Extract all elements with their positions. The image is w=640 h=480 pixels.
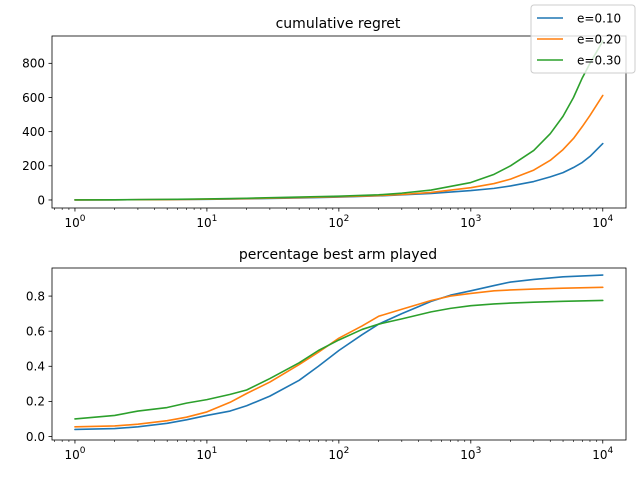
regret-x-tick-label: 103	[460, 214, 481, 230]
best-arm-y-tick-label: 0.6	[26, 324, 45, 338]
legend: e=0.10 e=0.20 e=0.30	[530, 4, 636, 74]
best-arm-subplot: percentage best arm played 0.00.20.40.60…	[26, 247, 627, 462]
best-arm-y-tick-label: 0.8	[26, 289, 45, 303]
legend-box	[530, 4, 636, 74]
best-arm-x-ticks: 100 101 102 103 104	[54, 440, 614, 462]
best-arm-x-tick-label: 101	[196, 446, 217, 462]
regret-y-tick-label: 0	[37, 193, 45, 207]
regret-y-tick-label: 800	[22, 57, 45, 71]
regret-x-tick-label: 104	[592, 214, 613, 230]
best-arm-series-line-2	[74, 286, 604, 428]
best-arm-y-tick-label: 0.4	[26, 360, 45, 374]
regret-lines	[74, 40, 604, 201]
best-arm-y-tick-label: 0.2	[26, 395, 45, 409]
best-arm-series-line-1	[74, 274, 604, 431]
best-arm-x-tick-label: 103	[460, 446, 481, 462]
legend-label: e=0.30	[577, 53, 621, 67]
best-arm-y-tick-label: 0.0	[26, 430, 45, 444]
regret-x-ticks: 100 101 102 103 104	[54, 208, 614, 230]
best-arm-y-ticks: 0.0 0.2 0.4 0.6 0.8	[26, 289, 52, 444]
regret-title: cumulative regret	[276, 16, 401, 32]
legend-label: e=0.20	[577, 32, 621, 46]
best-arm-series-line-3	[74, 299, 604, 420]
regret-y-tick-label: 400	[22, 125, 45, 139]
regret-x-tick-label: 101	[196, 214, 217, 230]
legend-label: e=0.10	[577, 11, 621, 25]
regret-series-line-3	[74, 40, 604, 201]
best-arm-x-tick-label: 104	[592, 446, 613, 462]
legend-entries: e=0.10 e=0.20 e=0.30	[537, 11, 621, 67]
regret-y-tick-label: 600	[22, 91, 45, 105]
best-arm-lines	[74, 274, 604, 431]
best-arm-x-tick-label: 100	[64, 446, 85, 462]
regret-x-tick-label: 100	[64, 214, 85, 230]
regret-y-tick-label: 200	[22, 159, 45, 173]
regret-x-tick-label: 102	[328, 214, 349, 230]
regret-y-ticks: 0 200 400 600 800	[22, 57, 52, 207]
best-arm-x-tick-label: 102	[328, 446, 349, 462]
best-arm-title: percentage best arm played	[239, 247, 437, 263]
